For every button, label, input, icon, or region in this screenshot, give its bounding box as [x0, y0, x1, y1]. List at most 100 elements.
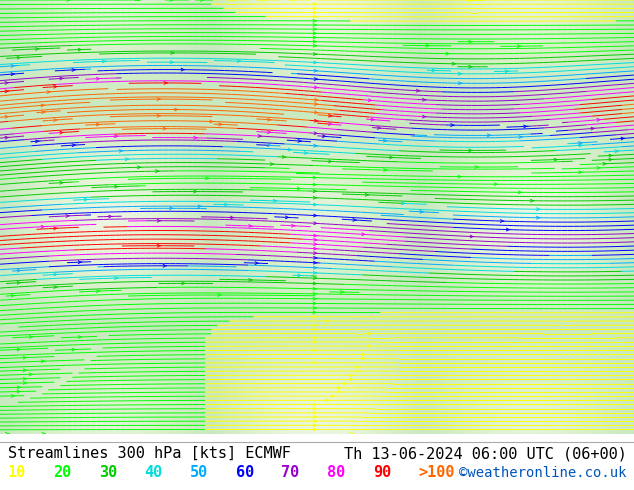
FancyArrowPatch shape	[313, 328, 317, 331]
FancyArrowPatch shape	[325, 319, 329, 322]
FancyArrowPatch shape	[517, 45, 521, 48]
FancyArrowPatch shape	[524, 125, 527, 128]
FancyArrowPatch shape	[155, 170, 159, 172]
FancyArrowPatch shape	[314, 256, 317, 259]
FancyArrowPatch shape	[54, 273, 58, 276]
Text: 70: 70	[281, 465, 300, 480]
FancyArrowPatch shape	[96, 123, 100, 126]
FancyArrowPatch shape	[519, 136, 522, 138]
FancyArrowPatch shape	[42, 111, 46, 114]
FancyArrowPatch shape	[313, 403, 317, 406]
FancyArrowPatch shape	[282, 155, 286, 158]
FancyArrowPatch shape	[255, 262, 259, 265]
FancyArrowPatch shape	[344, 382, 347, 385]
Text: 90: 90	[373, 465, 391, 480]
FancyArrowPatch shape	[157, 220, 161, 222]
FancyArrowPatch shape	[615, 150, 619, 152]
FancyArrowPatch shape	[17, 56, 21, 59]
FancyArrowPatch shape	[314, 86, 318, 89]
FancyArrowPatch shape	[597, 119, 601, 121]
FancyArrowPatch shape	[313, 36, 317, 39]
FancyArrowPatch shape	[314, 234, 318, 237]
Text: 50: 50	[190, 465, 209, 480]
Text: Th 13-06-2024 06:00 UTC (06+00): Th 13-06-2024 06:00 UTC (06+00)	[344, 446, 626, 461]
FancyArrowPatch shape	[66, 215, 70, 218]
FancyArrowPatch shape	[5, 81, 9, 84]
FancyArrowPatch shape	[164, 127, 167, 130]
FancyArrowPatch shape	[313, 349, 317, 352]
FancyArrowPatch shape	[458, 82, 462, 85]
FancyArrowPatch shape	[350, 432, 354, 435]
FancyArrowPatch shape	[361, 353, 365, 356]
FancyArrowPatch shape	[328, 122, 332, 125]
FancyArrowPatch shape	[298, 274, 301, 277]
FancyArrowPatch shape	[304, 151, 308, 154]
FancyArrowPatch shape	[597, 167, 600, 170]
FancyArrowPatch shape	[469, 149, 472, 152]
FancyArrowPatch shape	[495, 183, 498, 186]
FancyArrowPatch shape	[313, 196, 317, 199]
FancyArrowPatch shape	[313, 11, 317, 14]
FancyArrowPatch shape	[591, 127, 595, 130]
FancyArrowPatch shape	[500, 220, 504, 222]
FancyArrowPatch shape	[368, 332, 371, 335]
FancyArrowPatch shape	[313, 261, 317, 264]
FancyArrowPatch shape	[314, 145, 318, 147]
FancyArrowPatch shape	[115, 277, 118, 279]
FancyArrowPatch shape	[78, 261, 82, 264]
FancyArrowPatch shape	[422, 98, 426, 101]
FancyArrowPatch shape	[78, 336, 82, 339]
FancyArrowPatch shape	[313, 40, 317, 43]
FancyArrowPatch shape	[579, 171, 583, 173]
FancyArrowPatch shape	[313, 20, 317, 22]
FancyArrowPatch shape	[313, 282, 317, 285]
FancyArrowPatch shape	[298, 140, 302, 142]
FancyArrowPatch shape	[29, 336, 33, 338]
FancyArrowPatch shape	[230, 216, 234, 219]
FancyArrowPatch shape	[313, 311, 317, 314]
FancyArrowPatch shape	[5, 116, 9, 118]
FancyArrowPatch shape	[314, 77, 318, 80]
FancyArrowPatch shape	[268, 131, 271, 134]
FancyArrowPatch shape	[17, 270, 21, 272]
FancyArrowPatch shape	[163, 265, 167, 267]
FancyArrowPatch shape	[29, 373, 33, 376]
FancyArrowPatch shape	[231, 0, 235, 1]
FancyArrowPatch shape	[194, 136, 197, 139]
FancyArrowPatch shape	[23, 377, 27, 380]
FancyArrowPatch shape	[314, 132, 318, 135]
FancyArrowPatch shape	[171, 51, 174, 54]
FancyArrowPatch shape	[325, 399, 329, 402]
FancyArrowPatch shape	[328, 114, 332, 117]
FancyArrowPatch shape	[313, 7, 317, 10]
FancyArrowPatch shape	[36, 140, 39, 143]
FancyArrowPatch shape	[41, 104, 45, 107]
FancyArrowPatch shape	[356, 370, 359, 372]
FancyArrowPatch shape	[270, 163, 274, 166]
FancyArrowPatch shape	[17, 281, 21, 284]
FancyArrowPatch shape	[313, 316, 317, 318]
FancyArrowPatch shape	[297, 187, 301, 190]
FancyArrowPatch shape	[446, 52, 450, 55]
FancyArrowPatch shape	[384, 139, 387, 142]
FancyArrowPatch shape	[314, 252, 318, 254]
FancyArrowPatch shape	[67, 0, 70, 1]
FancyArrowPatch shape	[84, 198, 88, 201]
FancyArrowPatch shape	[458, 73, 462, 75]
FancyArrowPatch shape	[313, 302, 317, 305]
FancyArrowPatch shape	[554, 158, 558, 161]
FancyArrowPatch shape	[313, 362, 317, 364]
FancyArrowPatch shape	[488, 134, 491, 137]
FancyArrowPatch shape	[5, 90, 9, 93]
FancyArrowPatch shape	[164, 81, 168, 84]
FancyArrowPatch shape	[469, 65, 472, 68]
FancyArrowPatch shape	[96, 77, 100, 80]
FancyArrowPatch shape	[313, 287, 317, 290]
FancyArrowPatch shape	[210, 120, 214, 123]
FancyArrowPatch shape	[182, 282, 185, 285]
FancyArrowPatch shape	[11, 394, 15, 397]
FancyArrowPatch shape	[337, 387, 341, 389]
FancyArrowPatch shape	[5, 136, 9, 139]
Text: >100: >100	[418, 465, 455, 480]
FancyArrowPatch shape	[426, 44, 430, 47]
